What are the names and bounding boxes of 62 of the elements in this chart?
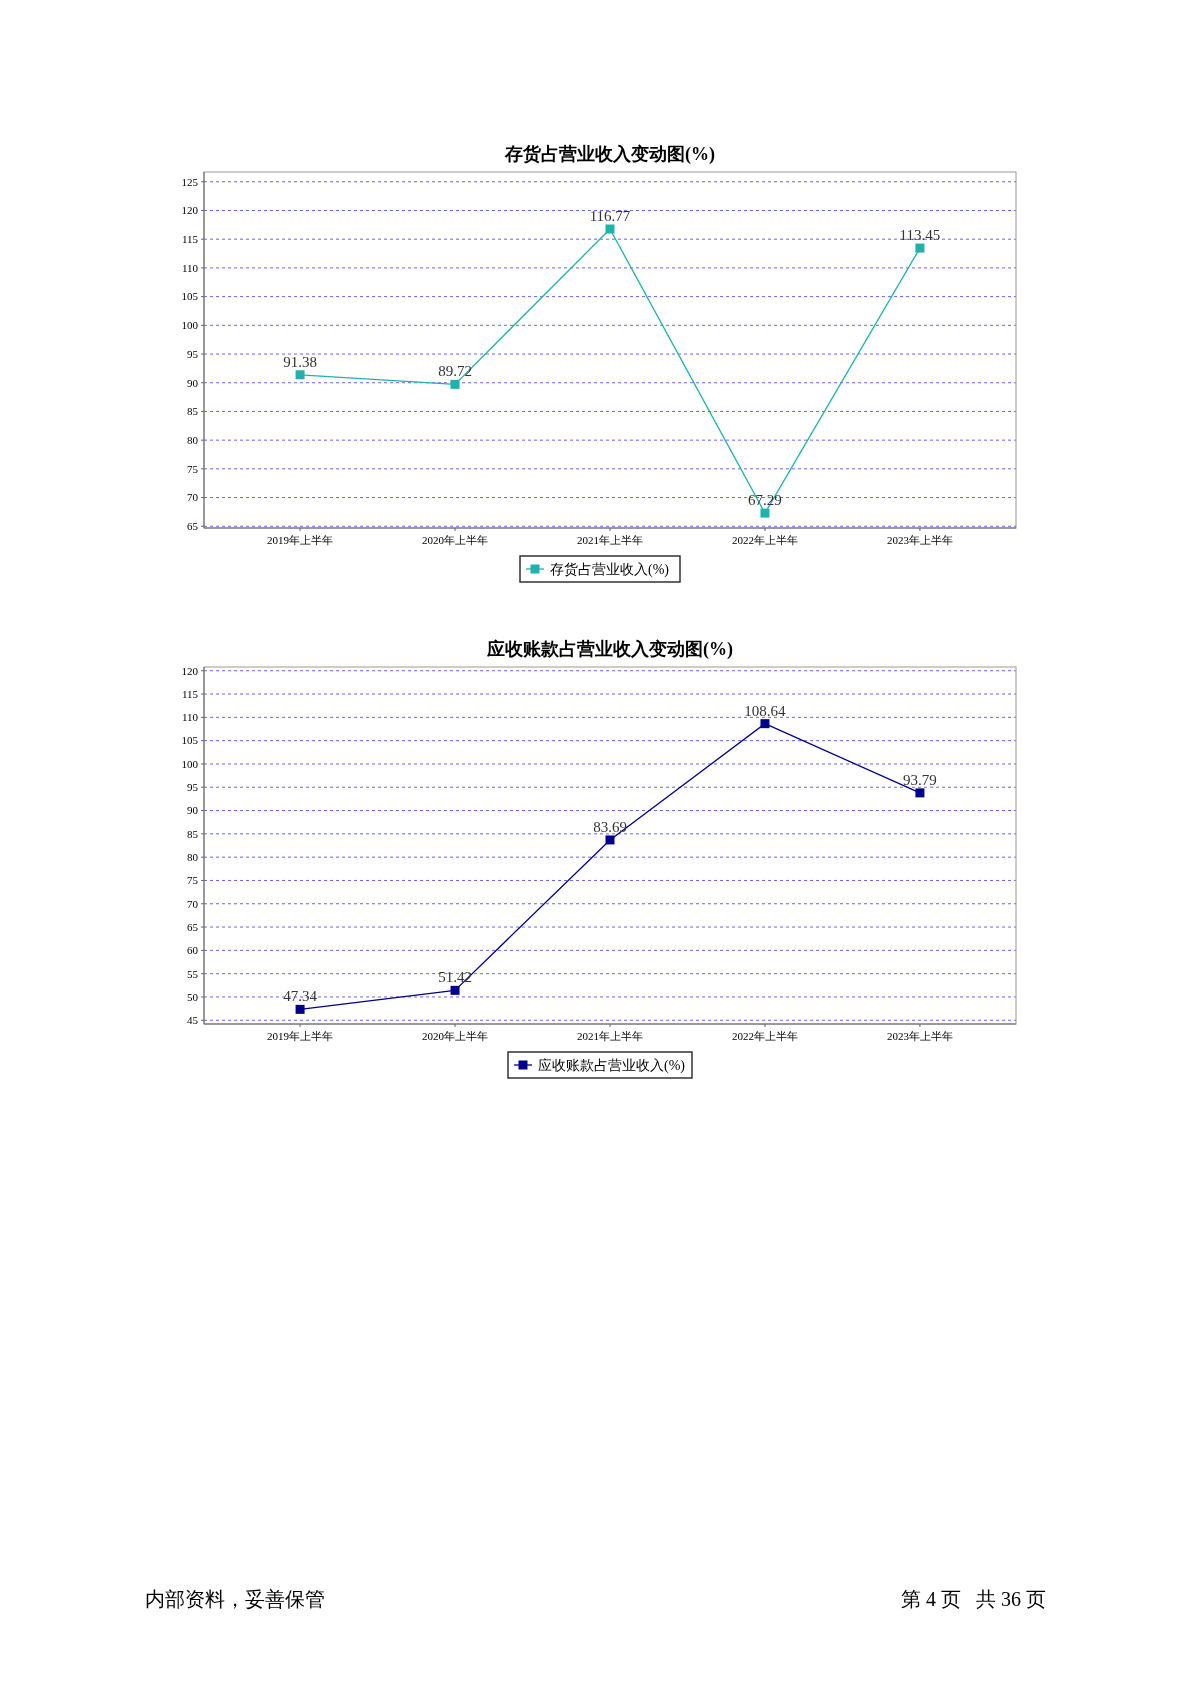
point (915, 243, 925, 253)
data-label: 113.45 (899, 227, 941, 244)
y-tick-label: 70 (187, 897, 199, 910)
data-label: 108.64 (744, 702, 787, 719)
y-tick-label: 80 (187, 851, 199, 863)
point (295, 1004, 305, 1014)
y-tick-label: 60 (187, 944, 199, 957)
y-tick-label: 110 (181, 711, 199, 724)
y-tick-label: 90 (187, 804, 199, 817)
text: 第 4 页 共 36 页 (901, 1588, 1046, 1610)
y-tick-label: 120 (181, 204, 199, 217)
legend-label: 应收账款占营业收入(%) (538, 1057, 686, 1074)
point (760, 508, 770, 518)
y-tick-label: 120 (181, 664, 199, 677)
point (605, 835, 615, 845)
chart-title: 存货占营业收入变动图(%) (504, 144, 715, 165)
y-tick-label: 70 (187, 491, 199, 504)
y-tick-label: 65 (187, 920, 199, 933)
y-tick-label: 115 (181, 687, 199, 700)
x-tick-label: 2023年上半年 (886, 534, 953, 546)
y-tick-label: 75 (187, 874, 199, 887)
y-tick-label: 100 (181, 319, 199, 332)
y-tick-label: 105 (181, 290, 199, 303)
point (295, 370, 305, 380)
data-label: 47.34 (283, 988, 318, 1005)
data-label: 93.79 (903, 771, 937, 788)
y-tick-label: 100 (181, 757, 199, 770)
x-tick-label: 2019年上半年 (267, 534, 334, 546)
y-tick-label: 95 (187, 781, 199, 794)
y-tick-label: 95 (187, 347, 199, 360)
y-tick-label: 50 (187, 990, 199, 1003)
y-tick-label: 105 (181, 734, 199, 747)
y-tick-label: 75 (187, 462, 199, 475)
point (450, 985, 460, 995)
point (450, 379, 460, 389)
x-tick-label: 2019年上半年 (267, 1030, 334, 1042)
y-tick-label: 85 (187, 827, 199, 840)
y-tick-label: 90 (187, 376, 199, 389)
data-label: 91.38 (283, 353, 317, 370)
data-label: 83.69 (593, 818, 627, 835)
legend-label: 存货占营业收入(%) (550, 561, 670, 578)
x-tick-label: 2020年上半年 (422, 1030, 489, 1042)
x-tick-label: 2021年上半年 (577, 1030, 643, 1042)
point (760, 719, 770, 729)
x-tick-label: 2022年上半年 (731, 1030, 798, 1042)
point (915, 788, 925, 798)
x-tick-label: 2021年上半年 (577, 534, 643, 546)
chart-title: 应收账款占营业收入变动图(%) (486, 639, 733, 660)
y-tick-label: 65 (187, 520, 199, 533)
x-tick-label: 2022年上半年 (731, 534, 798, 546)
x-tick-label: 2020年上半年 (422, 534, 489, 546)
y-tick-label: 55 (187, 967, 199, 980)
data-label: 116.77 (589, 208, 631, 225)
text: 内部资料，妥善保管 (145, 1588, 325, 1610)
y-tick-label: 80 (187, 434, 199, 446)
point (605, 224, 615, 234)
x-tick-label: 2023年上半年 (886, 1030, 953, 1042)
y-tick-label: 115 (181, 233, 199, 246)
y-tick-label: 125 (181, 175, 199, 188)
y-tick-label: 45 (187, 1014, 199, 1027)
y-tick-label: 85 (187, 405, 199, 418)
y-tick-label: 110 (181, 261, 199, 274)
